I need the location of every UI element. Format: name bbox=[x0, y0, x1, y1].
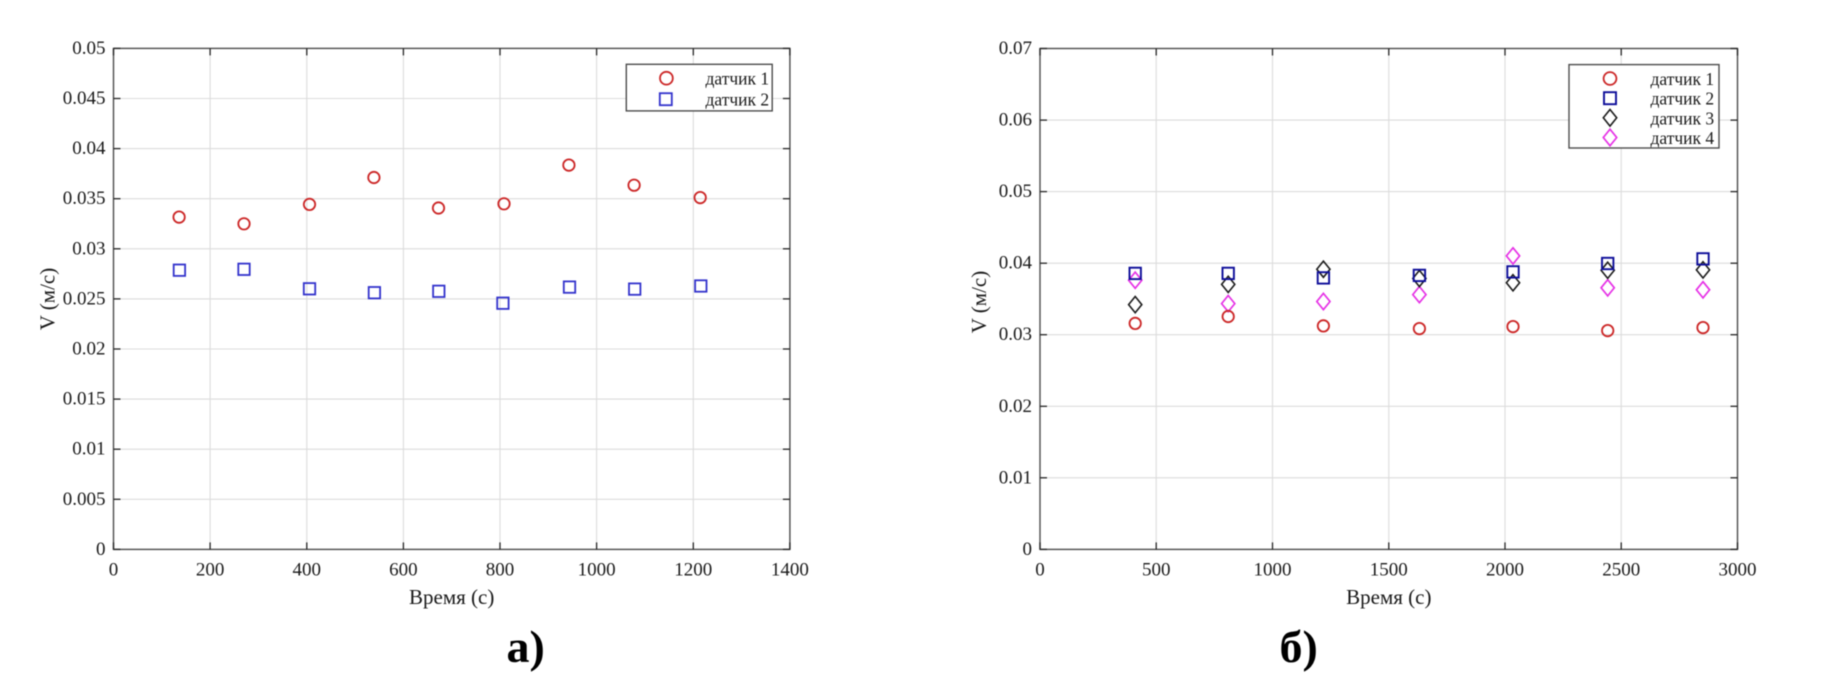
svg-text:0.05: 0.05 bbox=[999, 181, 1032, 202]
svg-text:1000: 1000 bbox=[1254, 560, 1292, 581]
svg-text:0.04: 0.04 bbox=[72, 138, 106, 159]
svg-text:V (м/с): V (м/с) bbox=[967, 271, 991, 333]
svg-text:0.03: 0.03 bbox=[999, 324, 1032, 345]
svg-text:0.035: 0.035 bbox=[63, 188, 106, 209]
svg-text:0.03: 0.03 bbox=[72, 238, 105, 259]
svg-text:0.045: 0.045 bbox=[63, 88, 106, 109]
svg-text:3000: 3000 bbox=[1719, 560, 1757, 581]
svg-text:а): а) bbox=[507, 621, 545, 672]
svg-text:500: 500 bbox=[1142, 560, 1171, 581]
svg-text:1200: 1200 bbox=[674, 560, 712, 581]
svg-text:0.015: 0.015 bbox=[63, 389, 106, 410]
svg-text:0.06: 0.06 bbox=[999, 110, 1032, 131]
svg-text:2000: 2000 bbox=[1486, 560, 1524, 581]
svg-text:датчик 2: датчик 2 bbox=[706, 90, 770, 110]
svg-text:0.04: 0.04 bbox=[999, 253, 1033, 274]
svg-text:1000: 1000 bbox=[578, 560, 616, 581]
svg-text:400: 400 bbox=[293, 560, 322, 581]
svg-text:0: 0 bbox=[1023, 539, 1033, 560]
svg-text:0: 0 bbox=[109, 560, 119, 581]
svg-text:0.01: 0.01 bbox=[999, 467, 1032, 488]
svg-text:датчик 3: датчик 3 bbox=[1651, 108, 1715, 128]
svg-text:0.02: 0.02 bbox=[72, 339, 105, 360]
svg-text:600: 600 bbox=[389, 560, 418, 581]
svg-text:0: 0 bbox=[96, 539, 106, 560]
svg-text:датчик 4: датчик 4 bbox=[1651, 128, 1715, 148]
svg-text:0.01: 0.01 bbox=[72, 439, 105, 460]
svg-text:Время (с): Время (с) bbox=[1346, 585, 1431, 609]
svg-text:800: 800 bbox=[486, 560, 515, 581]
svg-text:V (м/с): V (м/с) bbox=[36, 268, 60, 330]
svg-text:датчик 1: датчик 1 bbox=[706, 69, 770, 89]
svg-text:б): б) bbox=[1280, 621, 1318, 672]
svg-text:0.05: 0.05 bbox=[72, 38, 105, 59]
svg-text:0.005: 0.005 bbox=[63, 489, 106, 510]
svg-text:2500: 2500 bbox=[1602, 560, 1640, 581]
svg-text:датчик 1: датчик 1 bbox=[1651, 69, 1715, 89]
svg-text:200: 200 bbox=[196, 560, 225, 581]
svg-text:1400: 1400 bbox=[771, 560, 809, 581]
svg-text:0: 0 bbox=[1035, 560, 1045, 581]
svg-text:датчик 2: датчик 2 bbox=[1651, 89, 1715, 109]
svg-text:Время (с): Время (с) bbox=[409, 585, 494, 609]
svg-text:0.025: 0.025 bbox=[63, 288, 106, 309]
svg-text:1500: 1500 bbox=[1370, 560, 1408, 581]
svg-text:0.07: 0.07 bbox=[999, 38, 1032, 59]
svg-text:0.02: 0.02 bbox=[999, 396, 1032, 417]
